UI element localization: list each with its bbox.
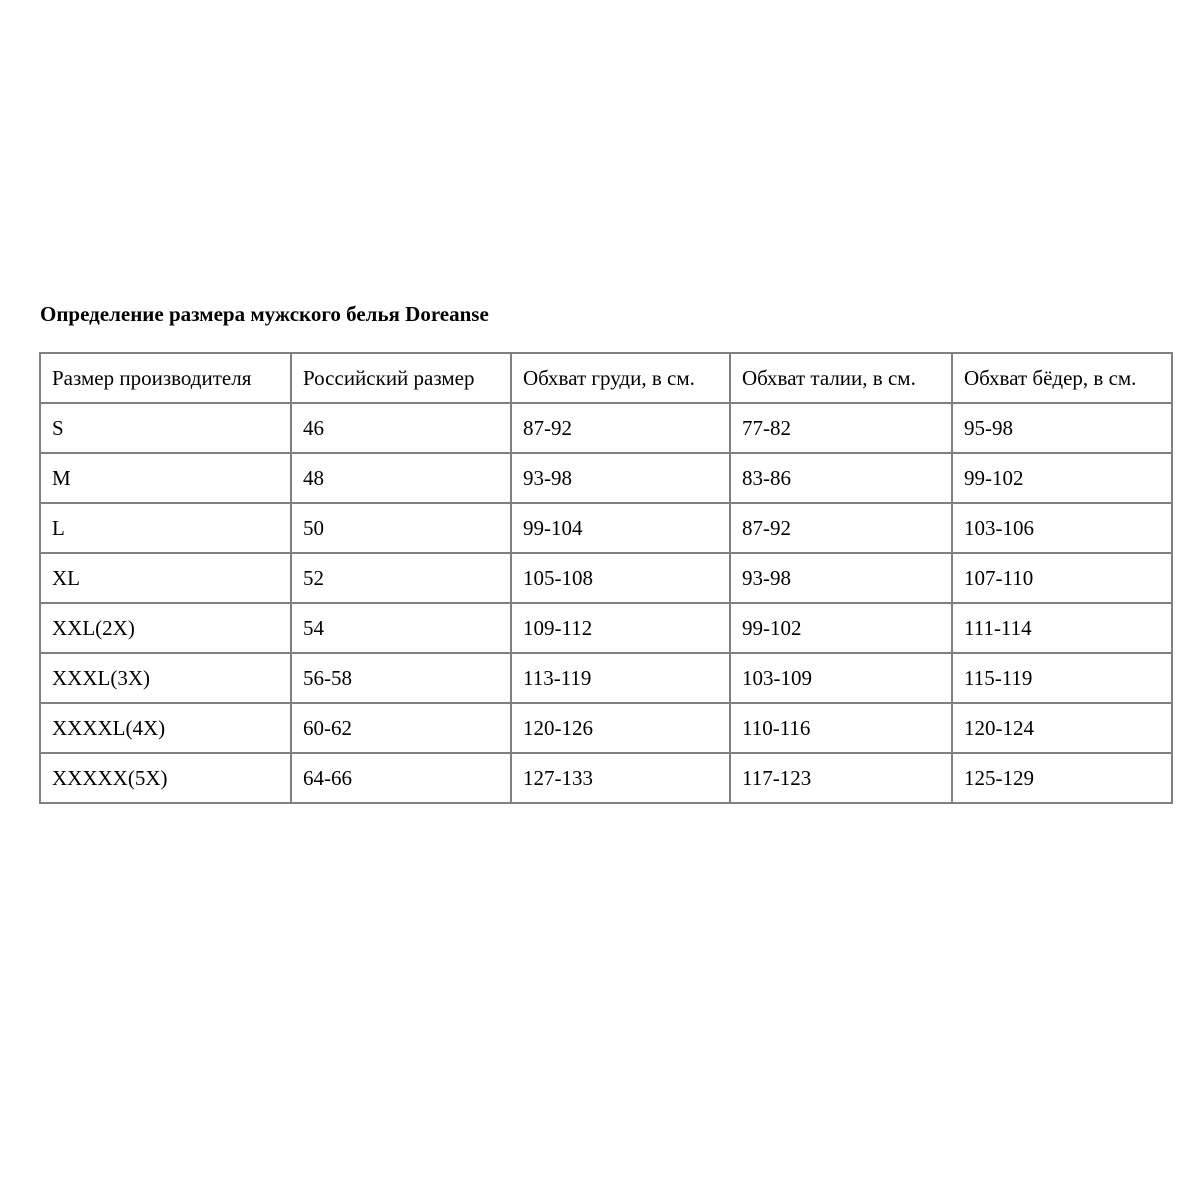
table-row: XL 52 105-108 93-98 107-110 [39, 552, 1173, 604]
table-cell: XXXXL(4X) [39, 702, 292, 754]
table-cell: XXXXX(5X) [39, 752, 292, 804]
header-cell: Обхват бёдер, в см. [951, 352, 1173, 404]
table-cell: 117-123 [729, 752, 953, 804]
table-row: XXXXX(5X) 64-66 127-133 117-123 125-129 [39, 752, 1173, 804]
table-cell: 115-119 [951, 652, 1173, 704]
table-cell: 111-114 [951, 602, 1173, 654]
table-cell: 56-58 [290, 652, 512, 704]
table-cell: 93-98 [729, 552, 953, 604]
table-row: XXXL(3X) 56-58 113-119 103-109 115-119 [39, 652, 1173, 704]
table-cell: 95-98 [951, 402, 1173, 454]
page-title: Определение размера мужского белья Dorea… [40, 302, 489, 326]
table-cell: 109-112 [510, 602, 731, 654]
table-row: S 46 87-92 77-82 95-98 [39, 402, 1173, 454]
table-row: XXL(2X) 54 109-112 99-102 111-114 [39, 602, 1173, 654]
table-cell: 107-110 [951, 552, 1173, 604]
table-cell: 50 [290, 502, 512, 554]
table-cell: 110-116 [729, 702, 953, 754]
table-cell: 64-66 [290, 752, 512, 804]
table-cell: 105-108 [510, 552, 731, 604]
table-cell: S [39, 402, 292, 454]
table-cell: 120-126 [510, 702, 731, 754]
table-cell: 127-133 [510, 752, 731, 804]
table-cell: XXXL(3X) [39, 652, 292, 704]
table-row: XXXXL(4X) 60-62 120-126 110-116 120-124 [39, 702, 1173, 754]
table-cell: 99-102 [951, 452, 1173, 504]
table-cell: 60-62 [290, 702, 512, 754]
table-row: M 48 93-98 83-86 99-102 [39, 452, 1173, 504]
table-cell: 103-106 [951, 502, 1173, 554]
table-cell: 54 [290, 602, 512, 654]
table-cell: M [39, 452, 292, 504]
header-cell: Обхват талии, в см. [729, 352, 953, 404]
table-cell: 48 [290, 452, 512, 504]
table-cell: 87-92 [729, 502, 953, 554]
table-cell: 87-92 [510, 402, 731, 454]
table-cell: 77-82 [729, 402, 953, 454]
table-cell: 52 [290, 552, 512, 604]
table-cell: 46 [290, 402, 512, 454]
table-cell: 99-102 [729, 602, 953, 654]
table-cell: 103-109 [729, 652, 953, 704]
table-cell: XXL(2X) [39, 602, 292, 654]
table-cell: 120-124 [951, 702, 1173, 754]
table-cell: XL [39, 552, 292, 604]
table-row: L 50 99-104 87-92 103-106 [39, 502, 1173, 554]
header-row: Размер производителя Российский размер Обх… [39, 352, 1173, 404]
header-cell: Российский размер [290, 352, 512, 404]
table-cell: 113-119 [510, 652, 731, 704]
header-cell: Размер производителя [39, 352, 292, 404]
size-table: Размер производителя Российский размер Обх… [39, 352, 1173, 804]
table-cell: L [39, 502, 292, 554]
table-cell: 93-98 [510, 452, 731, 504]
table-cell: 99-104 [510, 502, 731, 554]
table-cell: 125-129 [951, 752, 1173, 804]
table-cell: 83-86 [729, 452, 953, 504]
header-cell: Обхват груди, в см. [510, 352, 731, 404]
